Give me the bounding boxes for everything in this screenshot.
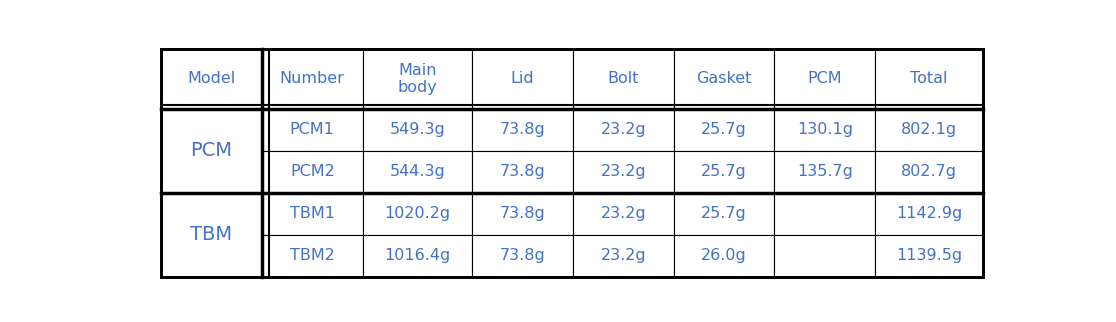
Text: 1142.9g: 1142.9g — [896, 206, 962, 221]
Bar — [573, 49, 674, 109]
Bar — [262, 151, 363, 193]
Bar — [573, 151, 674, 193]
Text: Lid: Lid — [511, 71, 535, 86]
Bar — [363, 109, 472, 151]
Text: PCM: PCM — [191, 141, 232, 160]
Bar — [161, 151, 262, 193]
Bar — [161, 235, 262, 277]
Text: 73.8g: 73.8g — [500, 206, 546, 221]
Text: 1139.5g: 1139.5g — [896, 248, 962, 263]
Bar — [674, 109, 775, 151]
Bar — [472, 235, 573, 277]
Text: TBM1: TBM1 — [290, 206, 335, 221]
Text: 73.8g: 73.8g — [500, 122, 546, 137]
Text: 25.7g: 25.7g — [701, 122, 747, 137]
Text: 135.7g: 135.7g — [797, 164, 853, 179]
Text: Main
body: Main body — [397, 62, 437, 95]
Bar — [472, 151, 573, 193]
Bar — [363, 193, 472, 235]
Text: PCM2: PCM2 — [290, 164, 335, 179]
Text: PCM1: PCM1 — [290, 122, 335, 137]
Bar — [875, 151, 983, 193]
Bar — [775, 235, 875, 277]
Bar — [262, 49, 363, 109]
Text: Total: Total — [911, 71, 947, 86]
Bar — [363, 151, 472, 193]
Bar — [472, 49, 573, 109]
Text: 802.7g: 802.7g — [901, 164, 956, 179]
Text: 73.8g: 73.8g — [500, 248, 546, 263]
Text: 73.8g: 73.8g — [500, 164, 546, 179]
Text: 26.0g: 26.0g — [701, 248, 747, 263]
Bar — [161, 193, 262, 277]
Text: 23.2g: 23.2g — [600, 206, 646, 221]
Text: 23.2g: 23.2g — [600, 164, 646, 179]
Text: 1020.2g: 1020.2g — [384, 206, 451, 221]
Text: Bolt: Bolt — [607, 71, 639, 86]
Text: Gasket: Gasket — [696, 71, 752, 86]
Text: 23.2g: 23.2g — [600, 122, 646, 137]
Text: Number: Number — [280, 71, 345, 86]
Text: 130.1g: 130.1g — [797, 122, 853, 137]
Bar — [472, 109, 573, 151]
Bar — [472, 193, 573, 235]
Bar — [775, 109, 875, 151]
Bar — [161, 49, 262, 109]
Text: TBM: TBM — [191, 225, 232, 244]
Bar — [875, 49, 983, 109]
Bar — [775, 151, 875, 193]
Bar — [262, 109, 363, 151]
Bar — [875, 235, 983, 277]
Text: 549.3g: 549.3g — [389, 122, 445, 137]
Text: PCM: PCM — [808, 71, 843, 86]
Bar — [875, 109, 983, 151]
Text: TBM2: TBM2 — [290, 248, 335, 263]
Bar — [363, 235, 472, 277]
Bar — [775, 49, 875, 109]
Text: 25.7g: 25.7g — [701, 164, 747, 179]
Bar — [363, 49, 472, 109]
Text: 23.2g: 23.2g — [600, 248, 646, 263]
Text: 25.7g: 25.7g — [701, 206, 747, 221]
Text: 802.1g: 802.1g — [901, 122, 958, 137]
Bar — [573, 193, 674, 235]
Bar — [875, 193, 983, 235]
Bar — [674, 193, 775, 235]
Text: 544.3g: 544.3g — [389, 164, 445, 179]
Bar — [262, 193, 363, 235]
Bar — [161, 193, 262, 235]
Bar — [573, 235, 674, 277]
Bar — [775, 193, 875, 235]
Bar — [573, 109, 674, 151]
Text: 1016.4g: 1016.4g — [384, 248, 451, 263]
Bar — [161, 109, 262, 193]
Bar — [161, 109, 262, 151]
Text: Model: Model — [187, 71, 235, 86]
Bar — [674, 49, 775, 109]
Bar — [674, 235, 775, 277]
Bar — [674, 151, 775, 193]
Bar — [262, 235, 363, 277]
